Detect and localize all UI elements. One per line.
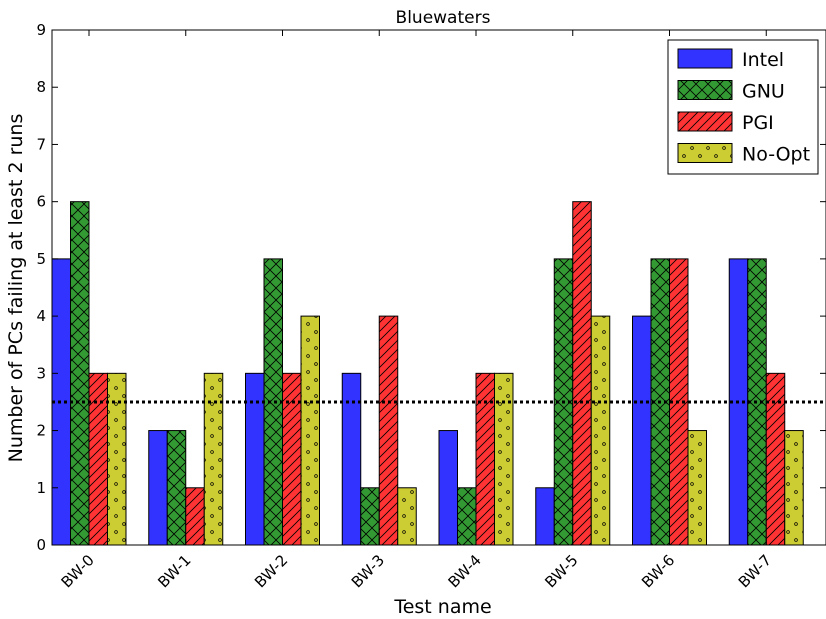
y-tick-label: 1	[36, 479, 46, 497]
legend-swatch-no-opt	[677, 143, 733, 163]
bar-pgi-bw-7	[765, 372, 786, 546]
bar-intel-bw-6	[632, 315, 652, 546]
y-tick-label: 6	[36, 193, 46, 211]
bar-pgi-bw-2	[282, 372, 302, 546]
x-tick-label: BW-2	[251, 551, 291, 591]
plot-frame	[51, 29, 826, 546]
bar-no-opt-bw-2	[300, 315, 320, 546]
bar-intel-bw-3	[341, 372, 362, 546]
bar-gnu-bw-3	[360, 487, 380, 546]
bar-intel-bw-2	[245, 372, 265, 546]
x-tick-label: BW-4	[445, 551, 485, 591]
bar-no-opt-bw-5	[590, 315, 611, 546]
x-tick-label: BW-5	[541, 551, 581, 591]
bar-no-opt-bw-3	[397, 487, 417, 546]
bar-no-opt-bw-4	[494, 372, 514, 546]
bar-intel-bw-5	[535, 487, 555, 546]
bar-pgi-bw-0	[88, 372, 108, 546]
legend-swatch-pgi	[677, 111, 733, 132]
bar-no-opt-bw-7	[784, 430, 804, 546]
x-tick-label: BW-1	[154, 551, 194, 591]
bar-gnu-bw-0	[70, 201, 90, 546]
legend: Intel GNU PGI No-Opt	[667, 39, 819, 175]
bar-pgi-bw-1	[185, 487, 205, 546]
legend-swatch-intel	[677, 48, 733, 69]
legend-label-gnu: GNU	[742, 81, 785, 103]
y-tick-label: 9	[36, 21, 46, 39]
x-tick-label: BW-0	[58, 551, 98, 591]
bar-intel-bw-4	[438, 430, 458, 546]
y-tick-label: 0	[36, 536, 46, 554]
bar-pgi-bw-3	[378, 315, 399, 546]
x-axis-title: Test name	[393, 596, 491, 618]
bar-intel-bw-1	[148, 430, 168, 546]
bar-pgi-bw-4	[475, 372, 495, 546]
x-tick-label: BW-7	[735, 551, 775, 591]
y-axis-title: Number of PCs failing at least 2 runs	[5, 114, 27, 463]
bar-gnu-bw-1	[166, 430, 187, 546]
x-tick-label: BW-6	[638, 551, 678, 591]
y-tick-label: 4	[36, 307, 46, 325]
legend-swatch-gnu	[677, 80, 733, 100]
bar-no-opt-bw-1	[203, 372, 224, 546]
y-tick-label: 7	[36, 135, 46, 153]
bar-no-opt-bw-0	[107, 372, 127, 546]
bar-pgi-bw-5	[572, 201, 592, 546]
y-tick-label: 2	[36, 422, 46, 440]
legend-label-pgi: PGI	[742, 112, 774, 134]
legend-label-no-opt: No-Opt	[742, 144, 810, 166]
x-tick-label: BW-3	[348, 551, 388, 591]
y-tick-label: 3	[36, 364, 46, 382]
bar-gnu-bw-4	[457, 487, 477, 546]
y-tick-label: 8	[36, 78, 46, 96]
legend-label-intel: Intel	[742, 49, 784, 71]
bars-group	[51, 201, 804, 546]
bar-no-opt-bw-6	[687, 430, 707, 546]
y-tick-label: 5	[36, 250, 46, 268]
chart-title: Bluewaters	[396, 8, 491, 28]
bar-gnu-bw-2	[263, 258, 283, 546]
